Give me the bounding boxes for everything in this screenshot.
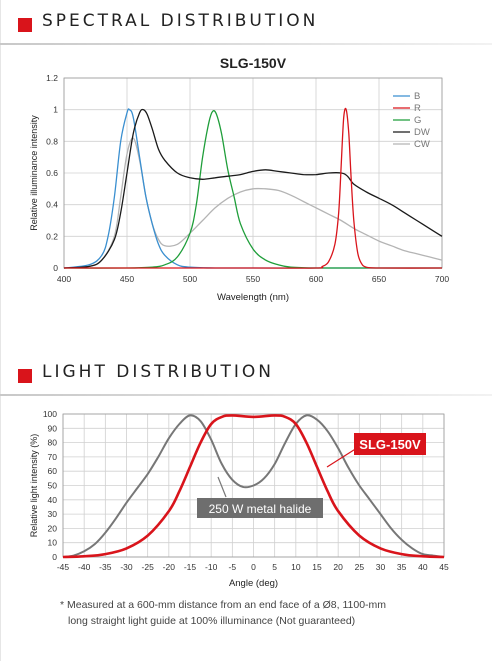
x-tick-label: 600	[309, 274, 323, 284]
x-axis-label: Wavelength (nm)	[217, 292, 289, 303]
x-tick-label: 45	[439, 562, 449, 572]
y-tick-label: 1	[53, 105, 58, 115]
y-tick-label: 0	[52, 552, 57, 562]
footnote-line-2: long straight light guide at 100% illumi…	[68, 615, 356, 627]
x-tick-label: 400	[57, 274, 71, 284]
legend-label-b: B	[414, 91, 420, 102]
legend-label-g: G	[414, 115, 421, 126]
x-tick-label: 40	[418, 562, 428, 572]
x-axis-label: Angle (deg)	[229, 578, 278, 589]
x-tick-label: 450	[120, 274, 134, 284]
series-line-r	[64, 107, 443, 269]
y-tick-label: 40	[48, 495, 58, 505]
annotation-label-slg-150v: SLG-150V	[359, 437, 421, 452]
x-tick-label: 20	[333, 562, 343, 572]
light-distribution-title: LIGHT DISTRIBUTION	[42, 362, 274, 382]
y-tick-label: 70	[48, 452, 58, 462]
header-rule	[0, 394, 492, 396]
y-tick-label: 0.2	[46, 231, 58, 241]
annotation-box-metal-halide	[197, 498, 323, 518]
x-tick-label: -25	[142, 562, 155, 572]
x-tick-label: -35	[99, 562, 112, 572]
x-tick-label: 25	[355, 562, 365, 572]
x-tick-label: 35	[397, 562, 407, 572]
x-tick-label: 700	[435, 274, 449, 284]
y-tick-label: 100	[43, 409, 57, 419]
legend-label-r: R	[414, 103, 421, 114]
x-tick-label: -20	[163, 562, 176, 572]
x-tick-label: -5	[229, 562, 237, 572]
y-tick-label: 20	[48, 523, 58, 533]
y-tick-label: 60	[48, 466, 58, 476]
legend-label-cw: CW	[414, 139, 430, 150]
series-line-dw	[63, 108, 443, 269]
annotation-leader-metal-halide	[217, 476, 227, 498]
y-tick-label: 90	[48, 423, 58, 433]
x-tick-label: 500	[183, 274, 197, 284]
y-axis-label: Relative light intensity (%)	[29, 434, 39, 538]
x-tick-label: -15	[184, 562, 197, 572]
legend-label-dw: DW	[414, 127, 430, 138]
y-tick-label: 50	[48, 481, 58, 491]
spectral-distribution-title: SPECTRAL DISTRIBUTION	[42, 11, 319, 31]
footnote: * Measured at a 600-mm distance from an …	[60, 597, 480, 629]
y-tick-label: 0	[53, 263, 58, 273]
plot-frame	[62, 413, 445, 558]
x-tick-label: -10	[205, 562, 218, 572]
x-tick-label: 650	[372, 274, 386, 284]
section-marker-icon	[18, 369, 32, 383]
section-marker-icon	[18, 18, 32, 32]
series-line-slg-150v	[62, 414, 445, 559]
y-tick-label: 0.8	[46, 136, 58, 146]
y-tick-label: 30	[48, 509, 58, 519]
header-rule	[0, 43, 492, 45]
x-tick-label: 10	[291, 562, 301, 572]
x-tick-label: 30	[376, 562, 386, 572]
series-line-metal-halide	[62, 414, 445, 558]
y-tick-label: 10	[48, 538, 58, 548]
x-tick-label: 15	[312, 562, 322, 572]
x-tick-label: 5	[272, 562, 277, 572]
y-tick-label: 1.2	[46, 73, 58, 83]
x-tick-label: 0	[251, 562, 256, 572]
x-tick-label: -45	[57, 562, 70, 572]
y-tick-label: 0.4	[46, 200, 58, 210]
annotation-label-metal-halide: 250 W metal halide	[209, 502, 312, 516]
chart-title: SLG-150V	[220, 55, 287, 71]
series-line-g	[63, 110, 442, 269]
annotation-box-slg-150v	[354, 433, 426, 455]
footnote-line-1: * Measured at a 600-mm distance from an …	[60, 599, 387, 611]
x-tick-label: 550	[246, 274, 260, 284]
annotation-leader-slg-150v	[326, 447, 358, 468]
page-left-border	[0, 0, 1, 661]
y-tick-label: 80	[48, 438, 58, 448]
x-tick-label: -30	[120, 562, 133, 572]
light-distribution-header: LIGHT DISTRIBUTION	[0, 361, 492, 397]
spectral-distribution-header: SPECTRAL DISTRIBUTION	[0, 10, 492, 46]
x-tick-label: -40	[78, 562, 91, 572]
y-axis-label: Relative illuminance intensity	[29, 115, 39, 231]
y-tick-label: 0.6	[46, 168, 58, 178]
spectral-distribution-chart: SLG-150V 0 0.2 0.4 0.6 0.8 1 1.2 400 450 500 550 600…	[29, 55, 449, 303]
